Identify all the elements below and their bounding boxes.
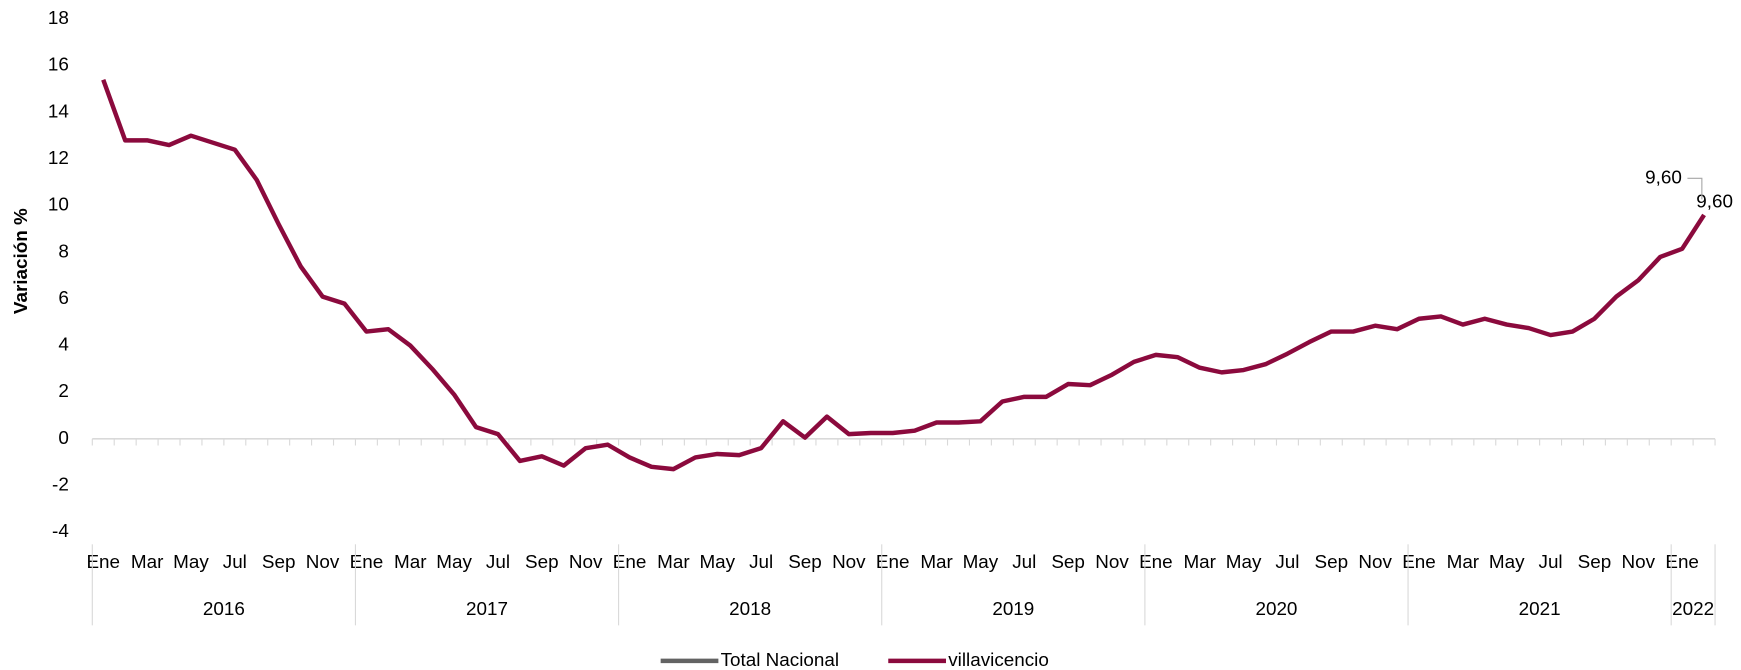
x-tick-label: Ene: [86, 551, 120, 572]
x-tick-label: Mar: [657, 551, 689, 572]
x-tick-label: May: [1226, 551, 1262, 572]
x-tick-label: Jul: [223, 551, 247, 572]
x-tick-label: Nov: [1622, 551, 1656, 572]
x-tick-label: Sep: [262, 551, 296, 572]
year-label: 2018: [729, 598, 771, 619]
x-tick-label: Nov: [832, 551, 866, 572]
x-tick-label: Ene: [1402, 551, 1436, 572]
y-tick-label: 6: [58, 287, 68, 308]
y-tick-label: 14: [48, 100, 69, 121]
x-tick-label: Mar: [1447, 551, 1479, 572]
x-tick-label: May: [173, 551, 209, 572]
x-tick-label: Nov: [1358, 551, 1392, 572]
y-tick-label: 2: [58, 380, 68, 401]
y-tick-label: 10: [48, 194, 69, 215]
y-tick-label: 18: [48, 7, 69, 28]
x-tick-label: Jul: [1275, 551, 1299, 572]
y-axis-label: Variación %: [10, 208, 31, 314]
x-tick-label: Ene: [1665, 551, 1699, 572]
x-tick-label: Jul: [1012, 551, 1036, 572]
x-tick-label: Ene: [350, 551, 384, 572]
x-tick-label: Mar: [394, 551, 426, 572]
year-label: 2022: [1672, 598, 1714, 619]
x-tick-label: Sep: [788, 551, 822, 572]
x-tick-label: Nov: [1095, 551, 1129, 572]
x-tick-label: Nov: [306, 551, 340, 572]
year-label: 2016: [203, 598, 245, 619]
y-tick-label: 8: [58, 240, 68, 261]
x-tick-label: Ene: [613, 551, 647, 572]
x-tick-label: Ene: [1139, 551, 1173, 572]
x-tick-label: Jul: [1539, 551, 1563, 572]
year-label: 2019: [992, 598, 1034, 619]
legend-label: villavicencio: [948, 649, 1049, 670]
y-tick-label: 0: [58, 427, 68, 448]
year-label: 2021: [1519, 598, 1561, 619]
year-label: 2020: [1255, 598, 1297, 619]
legend-label: Total Nacional: [721, 649, 839, 670]
x-tick-label: Ene: [876, 551, 910, 572]
y-tick-label: 16: [48, 54, 69, 75]
x-tick-label: Mar: [920, 551, 952, 572]
y-tick-label: 12: [48, 147, 69, 168]
data-label: 9,60: [1696, 191, 1733, 212]
annotation: 9,60: [1645, 166, 1682, 187]
y-tick-label: -4: [52, 520, 69, 541]
x-tick-label: Jul: [486, 551, 510, 572]
leader-line: [1687, 177, 1703, 200]
x-tick-label: Jul: [749, 551, 773, 572]
x-tick-label: Mar: [1183, 551, 1215, 572]
x-tick-label: Mar: [131, 551, 163, 572]
x-tick-label: Sep: [1051, 551, 1085, 572]
x-tick-label: May: [699, 551, 735, 572]
year-label: 2017: [466, 598, 508, 619]
x-tick-label: Sep: [1315, 551, 1349, 572]
x-tick-label: May: [1489, 551, 1525, 572]
x-tick-label: Sep: [1578, 551, 1612, 572]
y-tick-label: 4: [58, 334, 68, 355]
line-series: [101, 78, 1706, 472]
x-tick-label: Sep: [525, 551, 559, 572]
x-tick-label: May: [436, 551, 472, 572]
y-tick-label: -2: [52, 473, 69, 494]
x-tick-label: Nov: [569, 551, 603, 572]
x-tick-label: May: [963, 551, 999, 572]
